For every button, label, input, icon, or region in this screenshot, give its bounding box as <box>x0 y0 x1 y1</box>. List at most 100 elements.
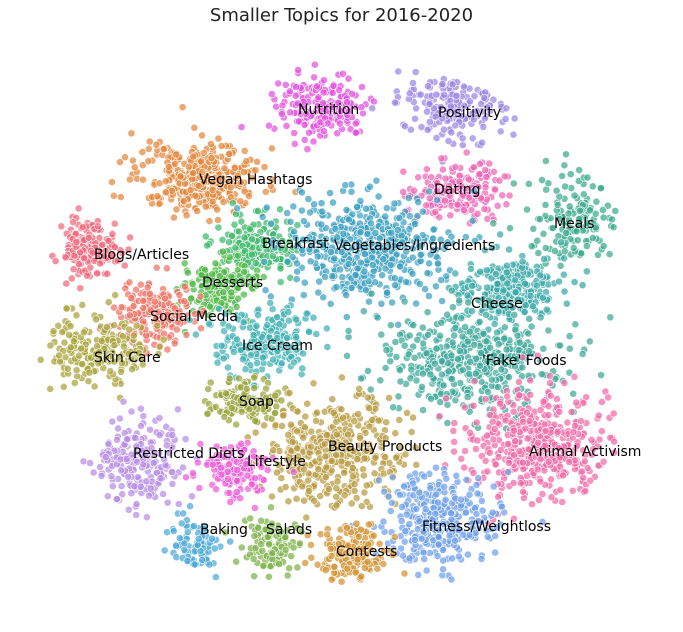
data-point <box>332 430 341 439</box>
data-point <box>503 392 512 401</box>
data-point <box>127 294 136 302</box>
data-point <box>404 194 413 202</box>
data-point <box>293 427 302 436</box>
data-point <box>597 371 605 379</box>
data-point <box>117 482 126 490</box>
data-point <box>598 398 606 406</box>
data-point <box>556 261 565 270</box>
data-point <box>130 163 139 172</box>
data-point <box>97 337 106 345</box>
data-point <box>359 307 368 316</box>
data-point <box>205 217 214 225</box>
data-point <box>539 344 548 353</box>
data-point <box>303 399 312 408</box>
data-point <box>217 470 226 479</box>
data-point <box>433 259 442 268</box>
data-point <box>347 187 356 196</box>
data-point <box>425 118 434 126</box>
data-point <box>55 351 64 360</box>
data-point <box>544 411 553 419</box>
data-point <box>447 351 456 360</box>
data-point <box>578 350 587 358</box>
data-point <box>390 274 399 283</box>
data-point <box>534 249 543 257</box>
data-point <box>536 477 545 486</box>
data-point <box>161 177 170 186</box>
data-point <box>206 378 215 387</box>
data-point <box>475 159 484 168</box>
data-point <box>277 110 286 118</box>
data-point <box>318 207 327 216</box>
data-point <box>555 277 563 286</box>
data-point <box>510 310 519 319</box>
data-point <box>480 93 489 102</box>
data-point <box>500 323 509 332</box>
data-point <box>435 412 444 421</box>
data-point <box>253 359 262 367</box>
data-point <box>347 283 356 292</box>
data-point <box>241 365 250 374</box>
data-point <box>228 231 236 240</box>
data-point <box>511 437 520 446</box>
data-point <box>452 91 461 100</box>
data-point <box>250 504 259 512</box>
data-point <box>399 187 407 196</box>
data-point <box>394 392 403 401</box>
data-point <box>299 433 308 442</box>
data-point <box>94 222 102 231</box>
data-point <box>364 366 372 375</box>
data-point <box>229 348 238 356</box>
data-point <box>299 217 308 226</box>
data-point <box>302 110 311 118</box>
data-point <box>353 455 362 463</box>
data-point <box>340 468 349 477</box>
data-point <box>251 166 260 175</box>
data-point <box>355 384 364 393</box>
data-point <box>179 463 187 472</box>
data-point <box>388 298 396 307</box>
data-point <box>360 267 369 276</box>
data-point <box>374 192 383 201</box>
data-point <box>539 229 548 238</box>
data-point <box>111 291 120 299</box>
data-point <box>609 223 618 232</box>
data-point <box>400 297 409 306</box>
data-point <box>163 345 172 354</box>
data-point <box>336 119 344 128</box>
data-point <box>537 370 546 378</box>
data-point <box>363 393 372 402</box>
data-point <box>239 168 248 176</box>
data-point <box>116 414 124 423</box>
data-point <box>321 272 329 281</box>
data-point <box>337 405 346 414</box>
data-point <box>239 318 248 327</box>
data-point <box>485 448 494 457</box>
data-point <box>164 162 173 171</box>
data-point <box>334 98 343 107</box>
data-point <box>284 430 293 439</box>
data-point <box>437 318 446 327</box>
data-point <box>391 429 400 438</box>
data-point <box>336 265 344 274</box>
data-point <box>306 257 315 266</box>
data-point <box>238 355 247 364</box>
data-point <box>466 97 474 106</box>
data-point <box>511 325 520 334</box>
data-point <box>365 422 374 431</box>
data-point <box>371 453 380 462</box>
data-point <box>324 485 333 493</box>
data-point <box>555 407 564 416</box>
data-point <box>382 204 391 212</box>
data-point <box>117 367 125 376</box>
data-point <box>599 206 607 214</box>
data-point <box>84 233 93 242</box>
data-point <box>57 222 66 231</box>
data-point <box>599 213 608 222</box>
data-point <box>78 223 87 231</box>
data-point <box>317 220 326 229</box>
data-point <box>479 329 488 338</box>
data-point <box>66 322 75 331</box>
data-point <box>230 220 239 229</box>
data-point <box>351 128 360 137</box>
data-point <box>431 112 440 121</box>
